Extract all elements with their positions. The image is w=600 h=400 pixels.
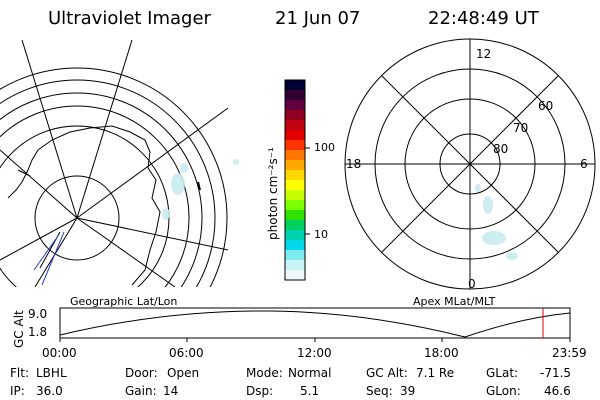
filter-label: Flt: <box>10 366 29 380</box>
seq-value: 39 <box>400 384 416 398</box>
colorbar-band <box>285 190 305 201</box>
seq-label: Seq: <box>366 384 393 398</box>
colorbar-band <box>285 170 305 181</box>
dsp-label: Dsp: <box>246 384 274 398</box>
gc-alt-value: 7.1 Re <box>416 366 455 380</box>
colorbar-band <box>285 230 305 241</box>
glon-label: GLon: <box>486 384 521 398</box>
time-tick-0600: 06:00 <box>169 346 204 360</box>
colorbar-band <box>285 160 305 171</box>
mlat-label-80: 80 <box>493 142 509 156</box>
time-tick-0000: 00:00 <box>42 346 77 360</box>
mode-label: Mode: <box>246 366 283 380</box>
gain-value: 14 <box>163 384 179 398</box>
colorbar-band <box>285 110 305 121</box>
mlt-label-18: 18 <box>346 157 362 171</box>
glon-value: 46.6 <box>544 384 571 398</box>
mlt-label-0: 0 <box>468 277 476 291</box>
door-value: Open <box>167 366 200 380</box>
colorbar-band <box>285 180 305 191</box>
mlat-label-60: 60 <box>538 99 554 113</box>
mlt-label-6: 6 <box>580 157 588 171</box>
glat-value: -71.5 <box>540 366 572 380</box>
geographic-map-label: Geographic Lat/Lon <box>70 295 178 308</box>
mlat-label-70: 70 <box>513 121 529 135</box>
colorbar-band <box>285 270 305 281</box>
time-tick-1800: 18:00 <box>424 346 459 360</box>
colorbar-band <box>285 120 305 131</box>
date-readout: 21 Jun 07 <box>275 8 361 29</box>
colorbar-band <box>285 150 305 161</box>
altitude-tick-high: 9.0 <box>28 307 48 321</box>
colorbar-band <box>285 210 305 221</box>
gain-label: Gain: <box>125 384 157 398</box>
dsp-value: 5.1 <box>300 384 320 398</box>
altitude-tick-low: 1.8 <box>28 325 48 339</box>
app-title: Ultraviolet Imager <box>48 8 211 29</box>
colorbar-band <box>285 100 305 111</box>
gc-alt-label: GC Alt: <box>366 366 408 380</box>
colorbar-band <box>285 240 305 251</box>
mlt-label-12: 12 <box>476 47 492 61</box>
colorbar-band <box>285 80 305 91</box>
colorbar-band <box>285 90 305 101</box>
colorbar-band <box>285 140 305 151</box>
filter-value: LBHL <box>36 366 67 380</box>
colorbar-band <box>285 220 305 231</box>
colorbar-band <box>285 130 305 141</box>
colorbar-band <box>285 260 305 271</box>
colorbar-tick-100: 100 <box>314 141 335 154</box>
altitude-axis-label: GC Alt <box>12 310 26 348</box>
ip-label: IP: <box>10 384 25 398</box>
time-readout: 22:48:49 UT <box>428 8 539 29</box>
mode-value: Normal <box>288 366 332 380</box>
ip-value: 36.0 <box>36 384 63 398</box>
time-tick-1200: 12:00 <box>297 346 332 360</box>
apex-map-label: Apex MLat/MLT <box>413 295 496 308</box>
colorbar-band <box>285 250 305 261</box>
glat-label: GLat: <box>486 366 519 380</box>
door-label: Door: <box>125 366 158 380</box>
time-tick-2359: 23:59 <box>552 346 587 360</box>
colorbar-tick-10: 10 <box>314 228 328 241</box>
colorbar-band <box>285 200 305 211</box>
